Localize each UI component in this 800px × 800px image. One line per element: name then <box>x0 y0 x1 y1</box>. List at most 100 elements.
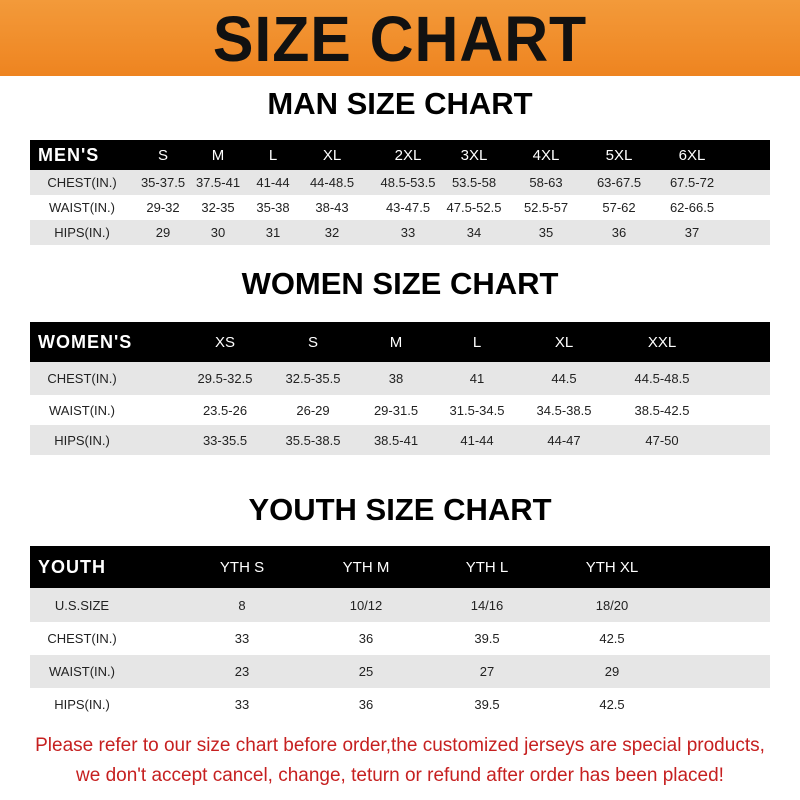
size-column-header: S <box>307 333 319 351</box>
measurement-value: 32-35 <box>201 200 235 215</box>
table-row: HIPS(IN.) 33-35.5 35.5-38.5 38.5-41 41-44 44-… <box>30 425 770 455</box>
measurement-value: 57-62 <box>602 200 636 215</box>
measurement-value: 29 <box>604 664 620 679</box>
measurement-value: 10/12 <box>349 597 383 613</box>
table-row: CHEST(IN.) 33 36 39.5 42.5 <box>30 622 770 655</box>
table-row: WAIST(IN.) 23 25 27 29 <box>30 655 770 688</box>
measurement-value: 29-32 <box>146 200 180 215</box>
table-row: WAIST(IN.) 23.5-26 26-29 29-31.5 31.5-34.5 34… <box>30 395 770 425</box>
measurement-label: U.S.SIZE <box>54 597 110 613</box>
measurement-value: 26-29 <box>296 402 330 418</box>
measurement-value: 38-43 <box>315 200 349 215</box>
size-column-header: YTH L <box>465 558 509 576</box>
size-column-header: L <box>472 333 482 351</box>
size-column-header: 4XL <box>532 146 560 164</box>
measurement-value: 37.5-41 <box>195 175 241 190</box>
measurement-value: 27 <box>479 664 495 679</box>
measurement-value: 44-47 <box>547 432 581 448</box>
measurement-value: 44-48.5 <box>309 175 355 190</box>
measurement-value: 42.5 <box>599 696 625 712</box>
measurement-value: 35-38 <box>256 200 290 215</box>
table-row: CHEST(IN.) 29.5-32.5 32.5-35.5 38 41 44.5 44.5… <box>30 362 770 395</box>
measurement-value: 53.5-58 <box>451 175 497 190</box>
measurement-value: 33 <box>400 225 416 240</box>
size-column-header: 6XL <box>678 146 706 164</box>
youth-section-title: YOUTH SIZE CHART <box>248 492 552 527</box>
measurement-value: 36 <box>611 225 627 240</box>
measurement-label: HIPS(IN.) <box>54 696 110 712</box>
table-row: HIPS(IN.) 33 36 39.5 42.5 <box>30 688 770 720</box>
measurement-value: 32.5-35.5 <box>285 371 341 386</box>
size-column-header: 5XL <box>605 146 633 164</box>
measurement-value: 32 <box>324 225 340 240</box>
measurement-value: 58-63 <box>529 175 563 190</box>
size-column-header: XL <box>554 333 574 351</box>
measurement-value: 14/16 <box>470 597 504 613</box>
size-column-header: XXL <box>647 333 677 351</box>
women-header-row: WOMEN'S XS S M L XL XXL <box>30 322 770 362</box>
measurement-label: WAIST(IN.) <box>49 664 115 679</box>
men-section-title: MAN SIZE CHART <box>267 86 533 121</box>
measurement-value: 31.5-34.5 <box>449 402 505 418</box>
measurement-value: 23 <box>234 664 250 679</box>
youth-header-row: YOUTH YTH S YTH M YTH L YTH XL <box>30 546 770 588</box>
measurement-value: 43-47.5 <box>385 200 431 215</box>
measurement-value: 41 <box>469 371 485 386</box>
measurement-value: 38.5-42.5 <box>634 402 690 418</box>
measurement-value: 35-37.5 <box>140 175 186 190</box>
measurement-value: 33 <box>234 631 250 646</box>
measurement-label: WAIST(IN.) <box>49 402 115 418</box>
measurement-value: 41-44 <box>460 432 494 448</box>
measurement-value: 33-35.5 <box>202 432 248 448</box>
women-section-title: WOMEN SIZE CHART <box>241 266 559 301</box>
table-row: HIPS(IN.) 29 30 31 32 33 34 35 36 37 <box>30 220 770 245</box>
measurement-value: 25 <box>358 664 374 679</box>
size-column-header: XL <box>322 146 342 164</box>
size-column-header: YTH XL <box>585 558 639 576</box>
measurement-value: 38 <box>388 371 404 386</box>
measurement-value: 30 <box>210 225 226 240</box>
measurement-value: 29.5-32.5 <box>197 371 253 386</box>
measurement-value: 39.5 <box>474 696 500 712</box>
table-category-label: WOMEN'S <box>38 331 133 352</box>
page-title: SIZE CHART <box>212 3 588 75</box>
size-column-header: M <box>211 146 225 164</box>
measurement-value: 39.5 <box>474 631 500 646</box>
measurement-value: 44.5 <box>551 371 577 386</box>
measurement-value: 23.5-26 <box>202 402 248 418</box>
measurement-value: 35.5-38.5 <box>285 432 341 448</box>
size-column-header: S <box>157 146 169 164</box>
measurement-value: 36 <box>358 696 374 712</box>
measurement-value: 48.5-53.5 <box>380 175 436 190</box>
title-banner: SIZE CHART <box>0 0 800 76</box>
measurement-value: 33 <box>234 696 250 712</box>
footer-notice-line-2: we don't accept cancel, change, teturn o… <box>76 765 724 786</box>
measurement-value: 41-44 <box>256 175 290 190</box>
measurement-value: 34.5-38.5 <box>536 402 592 418</box>
men-header-row: MEN'S S M L XL 2XL 3XL 4XL 5XL 6XL <box>30 140 770 170</box>
table-category-label: YOUTH <box>38 556 106 577</box>
measurement-value: 31 <box>265 225 281 240</box>
measurement-value: 38.5-41 <box>373 432 419 448</box>
measurement-value: 29-31.5 <box>373 402 419 418</box>
measurement-value: 63-67.5 <box>596 175 642 190</box>
measurement-value: 47.5-52.5 <box>446 200 502 215</box>
footer-notice-line-1: Please refer to our size chart before or… <box>35 735 765 756</box>
measurement-value: 37 <box>684 225 700 240</box>
measurement-value: 42.5 <box>599 631 625 646</box>
size-column-header: XS <box>214 333 236 351</box>
size-column-header: 2XL <box>394 146 422 164</box>
size-column-header: 3XL <box>460 146 488 164</box>
table-row: WAIST(IN.) 29-32 32-35 35-38 38-43 43-47.5 47.… <box>30 195 770 220</box>
measurement-value: 67.5-72 <box>669 175 715 190</box>
measurement-label: CHEST(IN.) <box>47 371 117 386</box>
size-column-header: M <box>389 333 403 351</box>
table-row: U.S.SIZE 8 10/12 14/16 18/20 <box>30 588 770 622</box>
measurement-value: 8 <box>238 597 246 613</box>
table-row: CHEST(IN.) 35-37.5 37.5-41 41-44 44-48.5 48.5… <box>30 170 770 195</box>
measurement-value: 44.5-48.5 <box>634 371 690 386</box>
size-column-header: L <box>268 146 278 164</box>
measurement-label: CHEST(IN.) <box>47 175 117 190</box>
measurement-value: 18/20 <box>595 597 629 613</box>
measurement-label: WAIST(IN.) <box>49 200 115 215</box>
